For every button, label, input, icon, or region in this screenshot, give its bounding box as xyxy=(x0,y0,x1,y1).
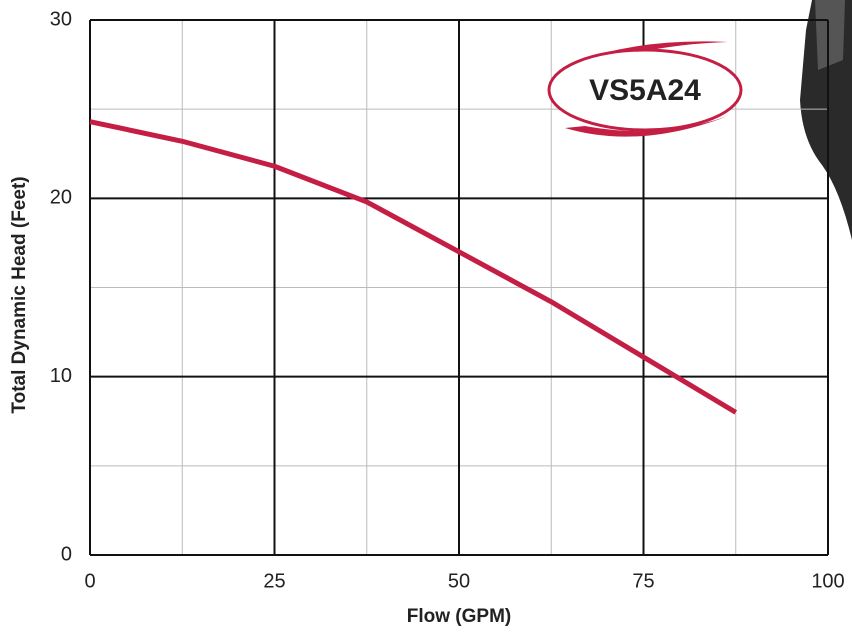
x-tick-label: 100 xyxy=(811,570,844,592)
x-tick-label: 50 xyxy=(448,570,470,592)
pump-image xyxy=(800,0,852,240)
y-tick-label: 30 xyxy=(50,8,72,30)
annotation: VS5A24 xyxy=(589,74,701,107)
x-tick-label: 0 xyxy=(84,570,95,592)
x-tick-label: 75 xyxy=(632,570,654,592)
badge: VS5A24 xyxy=(547,41,743,137)
x-tick-label: 25 xyxy=(263,570,285,592)
y-axis-label: Total Dynamic Head (Feet) xyxy=(9,176,30,413)
y-tick-label: 0 xyxy=(61,543,72,565)
y-tick-label: 10 xyxy=(50,365,72,387)
plot xyxy=(89,119,738,415)
x-axis-label: Flow (GPM) xyxy=(407,606,511,627)
series-line xyxy=(89,119,738,415)
y-tick-label: 20 xyxy=(50,187,72,209)
